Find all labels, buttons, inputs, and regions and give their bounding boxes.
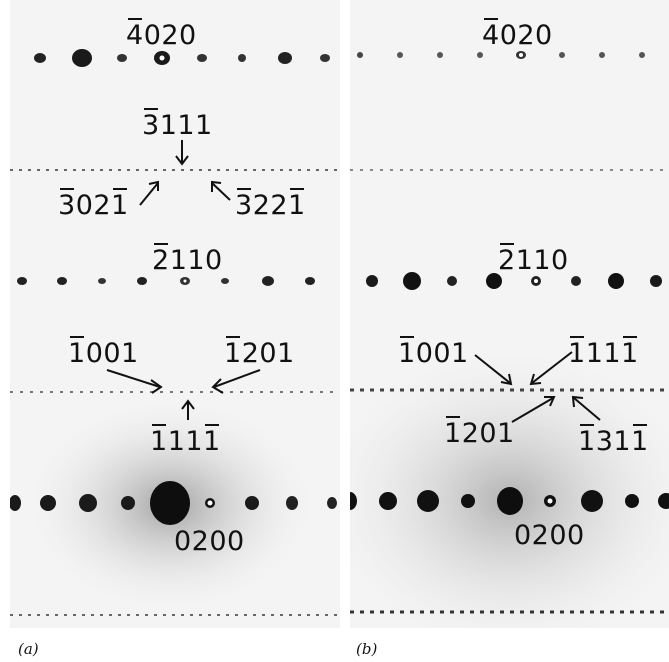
- label-0200-a: 0200: [174, 526, 245, 557]
- label-2110-a: 2110: [152, 243, 223, 276]
- annotation-arrows-b: [474, 351, 601, 423]
- label-3021-a: 3021 3021: [58, 188, 129, 221]
- diffraction-panel-b: 4020 4020 2110 2110 1001 1001 1111 1111 …: [350, 0, 669, 628]
- label-1311-b: 1311 1311: [578, 424, 649, 457]
- caption-a: (a): [18, 640, 39, 658]
- spot-row-1-b: [357, 51, 645, 59]
- spot-row-1: [34, 49, 330, 67]
- label-1201-a: 1201: [224, 336, 295, 369]
- diffraction-panel-a: 4020 3111 3021 3021 3221 3221 2110 1001 …: [10, 0, 340, 628]
- label-4020-a: 4020: [126, 18, 197, 51]
- label-3221-a: 3221 3221: [235, 188, 306, 221]
- spot-row-3-b: [366, 272, 662, 290]
- label-0200-b: 0200: [514, 520, 585, 551]
- label-1001-a: 1001: [68, 336, 139, 369]
- caption-b: (b): [356, 640, 378, 658]
- label-1001-b: 1001 1001: [398, 336, 469, 369]
- label-1111-a: 1111 1111: [150, 424, 221, 457]
- label-3111-a: 3111: [142, 108, 213, 141]
- label-1111-b: 1111 1111: [568, 336, 639, 369]
- spot-row-5: [10, 481, 337, 525]
- label-1201-b: 1201 1201: [444, 416, 515, 449]
- diffraction-pattern-b: [350, 51, 669, 628]
- label-2110-b: 2110 2110: [498, 243, 569, 276]
- diffraction-pattern-a: [10, 49, 340, 616]
- spot-row-5-b: [350, 487, 669, 515]
- spot-row-3: [17, 276, 315, 286]
- annotation-arrows-a: [106, 140, 261, 420]
- label-4020-b: 4020 4020: [482, 18, 553, 51]
